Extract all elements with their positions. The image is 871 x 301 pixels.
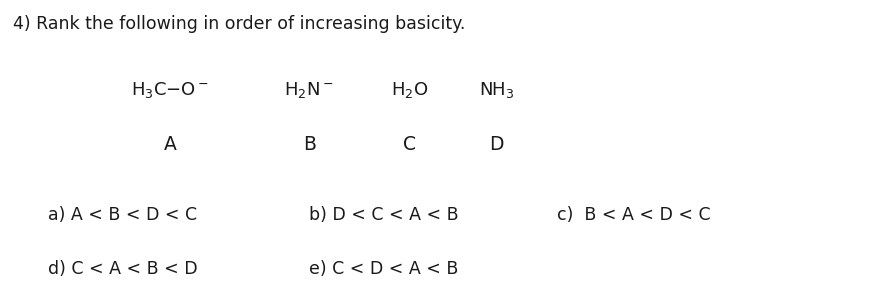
Text: A: A: [164, 135, 176, 154]
Text: H$_2$O: H$_2$O: [391, 80, 428, 100]
Text: d) C < A < B < D: d) C < A < B < D: [48, 260, 198, 278]
Text: 4) Rank the following in order of increasing basicity.: 4) Rank the following in order of increa…: [13, 15, 465, 33]
Text: c)  B < A < D < C: c) B < A < D < C: [557, 206, 711, 224]
Text: e) C < D < A < B: e) C < D < A < B: [309, 260, 458, 278]
Text: C: C: [403, 135, 415, 154]
Text: B: B: [303, 135, 315, 154]
Text: H$_3$C−O$^-$: H$_3$C−O$^-$: [131, 80, 209, 100]
Text: b) D < C < A < B: b) D < C < A < B: [309, 206, 459, 224]
Text: H$_2$N$^-$: H$_2$N$^-$: [285, 80, 334, 100]
Text: NH$_3$: NH$_3$: [479, 80, 514, 100]
Text: a) A < B < D < C: a) A < B < D < C: [48, 206, 197, 224]
Text: D: D: [490, 135, 503, 154]
